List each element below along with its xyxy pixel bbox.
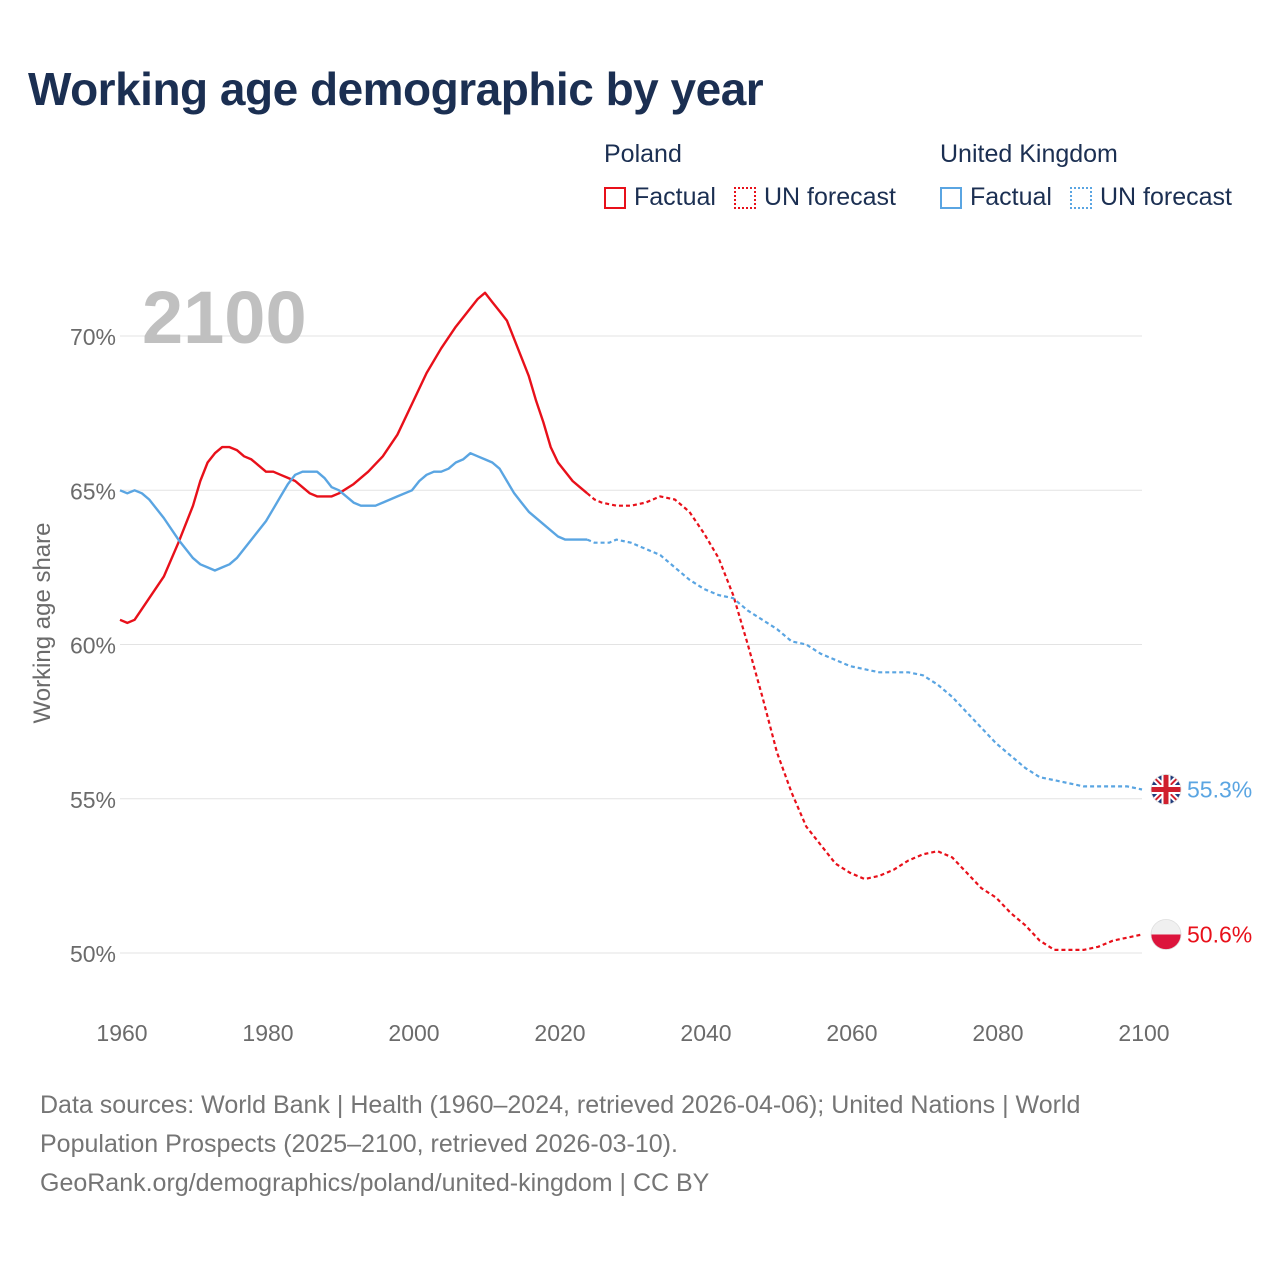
series-lines [119,291,1143,951]
footer-line: Population Prospects (2025–2100, retriev… [40,1130,678,1158]
legend-swatch-dotted [1069,186,1092,209]
x-tick-label: 2100 [1118,1020,1169,1046]
legend-swatch-solid [604,186,626,209]
x-tick-label: 2020 [534,1020,585,1046]
poland-flag-icon [1150,919,1182,950]
gridlines [120,335,1142,954]
x-axis-ticks: 1960 1980 2000 2020 2040 2060 2080 2100 [96,1020,1169,1046]
legend-group-united-kingdom: United Kingdom Factual UN forecast [940,140,1232,212]
united-kingdom-flag-icon [1150,774,1182,805]
x-tick-label: 2080 [972,1020,1023,1046]
y-tick-label: 60% [70,633,116,659]
y-axis-label: Working age share [29,523,56,724]
legend-group-poland: Poland Factual UN forecast [604,140,914,212]
series-line-poland-forecast [586,492,1143,951]
x-tick-label: 1960 [96,1020,147,1046]
year-watermark: 2100 [142,276,307,359]
x-tick-label: 2040 [680,1020,731,1046]
legend-label: Factual [970,183,1052,211]
legend-item-uk-factual[interactable]: Factual [940,183,1052,212]
legend-label: Factual [634,183,716,211]
series-line-united-kingdom-forecast [586,538,1143,791]
legend-item-uk-forecast[interactable]: UN forecast [1069,183,1232,212]
legend-group-name: Poland [604,140,682,168]
footer-line: GeoRank.org/demographics/poland/united-k… [40,1169,710,1197]
x-tick-label: 2060 [826,1020,877,1046]
x-tick-label: 1980 [242,1020,293,1046]
y-tick-label: 55% [70,787,116,813]
series-end-markers: 50.6% 55.3% [1150,774,1252,950]
end-value-label: 50.6% [1187,921,1252,947]
legend-label: UN forecast [1099,183,1232,211]
legend-swatch-dotted [733,186,756,209]
y-tick-label: 70% [70,324,116,350]
series-line-united-kingdom-factual [119,452,588,572]
x-tick-label: 2000 [388,1020,439,1046]
footer-line: Data sources: World Bank | Health (1960–… [40,1091,1081,1119]
legend-item-poland-forecast[interactable]: UN forecast [733,183,896,212]
y-tick-label: 50% [70,941,116,967]
legend-group-name: United Kingdom [940,140,1118,168]
y-tick-label: 65% [70,478,116,504]
series-line-poland-factual [119,291,588,625]
y-axis-ticks: 50% 55% 60% 65% 70% [70,324,116,967]
legend-label: UN forecast [763,183,896,211]
chart-title: Working age demographic by year [28,63,764,115]
legend-swatch-solid [940,186,962,209]
footer-sources: Data sources: World Bank | Health (1960–… [40,1086,1220,1203]
legend-item-poland-factual[interactable]: Factual [604,183,716,212]
end-value-label: 55.3% [1187,776,1252,802]
line-chart: 2100 50% 55% 60% 65% 70% 1960 1980 2000 2020 204… [29,276,1252,1046]
